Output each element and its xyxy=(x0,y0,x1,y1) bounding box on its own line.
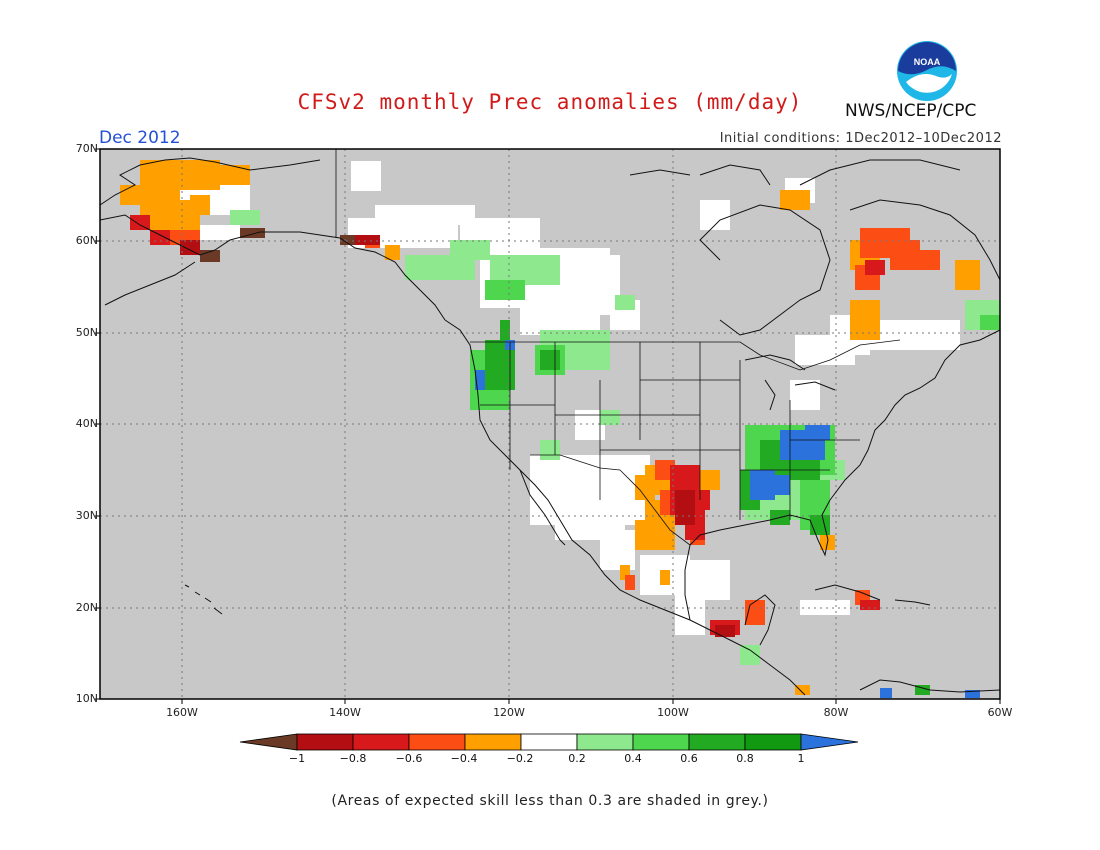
agency-label: NWS/NCEP/CPC xyxy=(845,101,977,121)
lat-label-60n: 60N xyxy=(75,234,98,247)
lat-label-10n: 10N xyxy=(75,692,98,705)
colorbar-bin-below-neg1 xyxy=(239,733,298,751)
colorbar-bin-above-1 xyxy=(800,733,859,751)
colorbar-label-0-8: 0.8 xyxy=(736,752,754,765)
lon-label-100w: 100W xyxy=(657,706,689,719)
colorbar-bin-1 xyxy=(296,733,354,751)
colorbar-bin-4 xyxy=(464,733,522,751)
lon-label-60w: 60W xyxy=(987,706,1013,719)
lat-label-30n: 30N xyxy=(75,509,98,522)
colorbar-bin-3 xyxy=(408,733,466,751)
axis-ticks xyxy=(95,148,1001,704)
lon-label-80w: 80W xyxy=(823,706,849,719)
colorbar-bin-6 xyxy=(576,733,634,751)
lon-label-160w: 160W xyxy=(166,706,198,719)
noaa-logo: NOAA xyxy=(897,41,957,101)
lat-label-20n: 20N xyxy=(75,601,98,614)
forecast-month: Dec 2012 xyxy=(99,128,181,148)
colorbar-label-1: 1 xyxy=(797,752,805,765)
political-borders xyxy=(335,149,901,546)
colorbar-bins xyxy=(239,733,859,751)
colorbar-bin-2 xyxy=(352,733,410,751)
coastlines xyxy=(99,157,1001,696)
lat-lon-grid xyxy=(100,149,1000,699)
colorbar-label-neg0-6: −0.6 xyxy=(395,752,423,765)
colorbar-label-neg0-2: −0.2 xyxy=(506,752,534,765)
colorbar-bin-5 xyxy=(520,733,578,751)
lat-label-40n: 40N xyxy=(75,417,98,430)
lon-label-120w: 120W xyxy=(493,706,525,719)
blue-regions xyxy=(475,340,980,698)
colorbar-label-0-2: 0.2 xyxy=(568,752,586,765)
colorbar-label-0-6: 0.6 xyxy=(680,752,698,765)
colorbar-label-0-4: 0.4 xyxy=(624,752,642,765)
colorbar-bin-9 xyxy=(744,733,802,751)
skill-footnote: (Areas of expected skill less than 0.3 a… xyxy=(331,793,769,809)
lat-label-70n: 70N xyxy=(75,142,98,155)
colorbar-label-neg0-4: −0.4 xyxy=(450,752,478,765)
colorbar-label-neg1: −1 xyxy=(288,752,306,765)
colorbar-label-neg0-8: −0.8 xyxy=(339,752,367,765)
lat-label-50n: 50N xyxy=(75,326,98,339)
colorbar-bin-7 xyxy=(632,733,690,751)
lon-label-140w: 140W xyxy=(329,706,361,719)
svg-text:NOAA: NOAA xyxy=(914,57,941,67)
initial-conditions: Initial conditions: 1Dec2012–10Dec2012 xyxy=(719,131,1002,146)
map-title: CFSv2 monthly Prec anomalies (mm/day) xyxy=(297,90,803,114)
colorbar-bin-8 xyxy=(688,733,746,751)
